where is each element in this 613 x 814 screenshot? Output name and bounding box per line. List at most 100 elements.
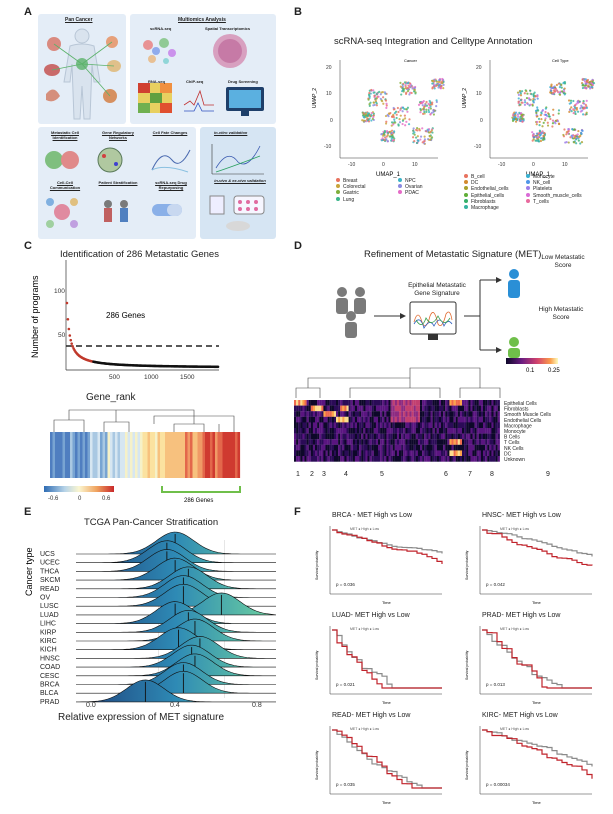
met-heatmap-cell bbox=[365, 422, 368, 429]
umap-point bbox=[560, 83, 563, 86]
met-heatmap-cell bbox=[441, 416, 444, 423]
legend-label: PDAC bbox=[405, 190, 419, 197]
met-heatmap-cell bbox=[451, 400, 454, 406]
km-title: PRAD- MET High vs Low bbox=[482, 612, 561, 619]
met-heatmap-cell bbox=[409, 433, 412, 440]
met-heatmap-cell bbox=[390, 422, 393, 429]
umap-point bbox=[384, 114, 388, 118]
met-heatmap-cell bbox=[457, 450, 460, 457]
ridge-label: BRCA bbox=[40, 682, 60, 689]
umap-point bbox=[383, 138, 386, 142]
met-heatmap-cell bbox=[441, 428, 444, 434]
met-heatmap-cell bbox=[380, 416, 383, 423]
met-heatmap-cell bbox=[354, 405, 358, 412]
met-heatmap-cell bbox=[422, 428, 425, 434]
repurpose-label: scRNA-seq Drug Repurposing bbox=[155, 180, 187, 190]
umap-point bbox=[372, 116, 375, 119]
gene-heatmap-cell bbox=[202, 432, 206, 478]
met-heatmap-cell bbox=[373, 439, 376, 445]
umap-point bbox=[575, 106, 578, 110]
met-heatmap-cell bbox=[413, 433, 416, 440]
umap-point bbox=[372, 112, 375, 115]
umap-point bbox=[570, 110, 573, 113]
met-heatmap-cell bbox=[478, 450, 481, 457]
umap-point bbox=[385, 102, 388, 105]
met-heatmap-cell bbox=[428, 400, 431, 406]
heatmap-286-label: 286 Genes bbox=[184, 498, 213, 504]
umap-right-ytick: 10 bbox=[476, 91, 482, 97]
umap-point bbox=[427, 102, 430, 105]
met-heatmap-cell bbox=[378, 444, 381, 451]
umap-point bbox=[431, 101, 434, 104]
umap-point bbox=[399, 85, 402, 88]
umap-point bbox=[392, 115, 395, 119]
met-heatmap-cell bbox=[352, 405, 355, 412]
umap-point bbox=[529, 89, 532, 92]
met-heatmap-cell bbox=[325, 433, 328, 440]
km-pvalue: p = 0.036 bbox=[336, 582, 355, 587]
met-heatmap-cell bbox=[468, 400, 471, 406]
met-heatmap-cell bbox=[346, 450, 349, 457]
met-heatmap-cell bbox=[382, 400, 385, 406]
umap-point bbox=[539, 114, 542, 117]
umap-point bbox=[530, 93, 533, 96]
legend-swatch bbox=[464, 180, 468, 185]
gene-heatmap-cell bbox=[232, 432, 236, 478]
met-heatmap-cell bbox=[432, 439, 435, 445]
met-heatmap-cell bbox=[390, 439, 393, 445]
met-heatmap-cell bbox=[369, 433, 372, 440]
met-heatmap-cell bbox=[317, 405, 320, 412]
umap-point bbox=[433, 78, 436, 81]
umap-point bbox=[413, 131, 416, 134]
met-heatmap-cell bbox=[396, 405, 400, 412]
met-heatmap-cell bbox=[384, 456, 387, 462]
met-heatmap-cell bbox=[445, 444, 448, 451]
met-heatmap-cell bbox=[411, 405, 414, 412]
met-heatmap-cell bbox=[401, 422, 404, 429]
met-heatmap-cell bbox=[487, 416, 490, 423]
met-heatmap-cell bbox=[336, 411, 339, 417]
umap-point bbox=[526, 92, 529, 95]
met-heatmap-cell bbox=[310, 405, 313, 412]
met-heatmap-cell bbox=[298, 433, 301, 440]
km-pvalue: p = 0.013 bbox=[486, 682, 505, 687]
met-heatmap-cell bbox=[378, 422, 381, 429]
met-heatmap-cell bbox=[329, 433, 332, 440]
met-heatmap-cell bbox=[302, 416, 305, 423]
met-heatmap-cell bbox=[428, 433, 431, 440]
umap-point bbox=[414, 91, 417, 94]
gene-heatmap-cell bbox=[152, 432, 156, 478]
met-heatmap-cell bbox=[403, 439, 406, 445]
met-heatmap-cell bbox=[409, 428, 412, 434]
umap-point bbox=[427, 110, 431, 114]
met-heatmap-cell bbox=[441, 411, 444, 417]
umap-point bbox=[408, 93, 411, 96]
met-heatmap-cell bbox=[430, 422, 433, 429]
met-heatmap-cell bbox=[474, 456, 477, 462]
met-heatmap-cell bbox=[485, 444, 488, 451]
met-heatmap-cell bbox=[369, 400, 372, 406]
umap-point bbox=[390, 115, 394, 118]
umap-point bbox=[427, 106, 431, 109]
umap-right-xlabel: UMAP_1 bbox=[526, 172, 551, 178]
met-heatmap-cell bbox=[369, 428, 372, 434]
met-heatmap-cell bbox=[468, 433, 471, 440]
met-heatmap-cell bbox=[382, 450, 385, 457]
met-heatmap-cell bbox=[302, 450, 305, 457]
met-heatmap-cell bbox=[476, 433, 479, 440]
umap-point bbox=[541, 125, 544, 128]
met-heatmap-cell bbox=[325, 411, 328, 417]
met-heatmap-cell bbox=[344, 450, 347, 457]
umap-point bbox=[520, 113, 524, 117]
umap-point bbox=[419, 107, 422, 111]
met-heatmap-cell bbox=[489, 450, 492, 457]
met-heatmap-cell bbox=[380, 400, 383, 406]
met-heatmap-cell bbox=[363, 416, 366, 423]
umap-point bbox=[382, 96, 385, 99]
gene-heatmap-cell bbox=[132, 432, 136, 478]
km-curve-high bbox=[482, 629, 592, 689]
ridge-label: LIHC bbox=[40, 621, 56, 628]
legend-label: Gastric bbox=[343, 190, 359, 197]
umap-point bbox=[412, 129, 415, 132]
met-heatmap-cell bbox=[296, 405, 299, 412]
